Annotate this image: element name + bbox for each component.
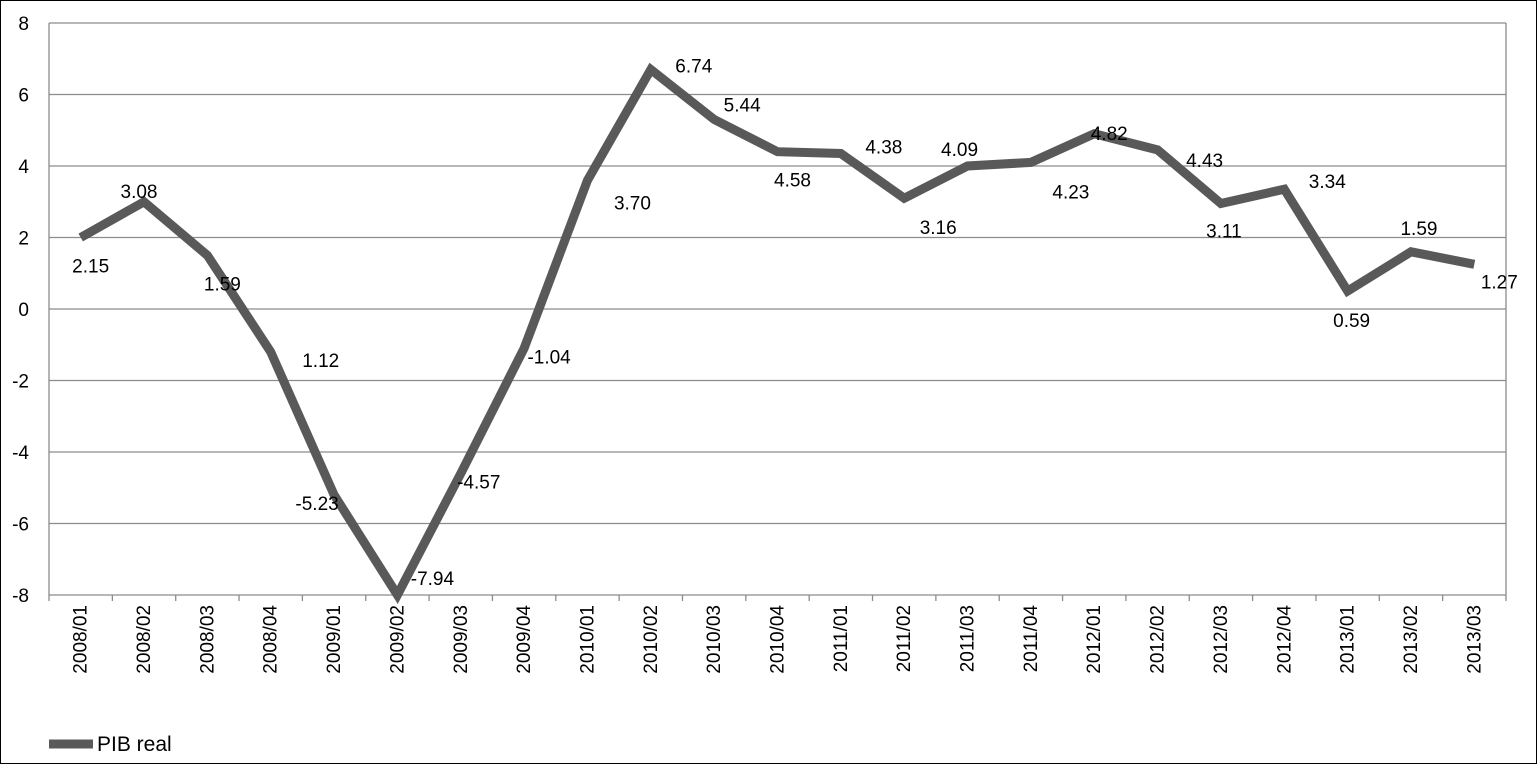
data-label: 3.11: [1206, 222, 1242, 243]
y-tick-label: 2: [18, 229, 29, 250]
x-tick-label: 2012/02: [1148, 605, 1169, 674]
x-tick-label: 2008/01: [71, 605, 92, 674]
x-tick-label: 2013/01: [1338, 605, 1359, 674]
data-label: -5.23: [295, 494, 338, 515]
x-tick-label: 2012/01: [1084, 605, 1105, 674]
data-label: 4.09: [941, 140, 978, 161]
legend: PIB real: [49, 733, 172, 756]
data-label: 1.59: [204, 274, 241, 295]
y-tick-label: 0: [18, 300, 29, 321]
x-tick-label: 2010/03: [704, 605, 725, 674]
x-tick-label: 2013/02: [1401, 605, 1422, 674]
legend-label: PIB real: [97, 733, 172, 756]
x-tick-label: 2010/04: [768, 605, 789, 674]
x-tick-label: 2010/01: [577, 605, 598, 674]
x-tick-label: 2011/03: [958, 605, 979, 672]
data-label: 3.70: [614, 193, 651, 214]
x-tick-label: 2010/02: [641, 605, 662, 674]
y-tick-label: 4: [18, 157, 29, 178]
data-label: 5.44: [724, 96, 761, 117]
y-tick-label: -4: [12, 443, 29, 464]
x-tick-label: 2009/03: [451, 605, 472, 674]
x-tick-label: 2008/04: [261, 605, 282, 674]
y-tick-label: -8: [12, 586, 29, 607]
x-tick-label: 2012/04: [1274, 605, 1295, 674]
y-tick-label: -2: [12, 372, 29, 393]
x-tick-label: 2011/04: [1021, 605, 1042, 673]
data-label: 4.82: [1091, 124, 1128, 145]
data-label: 6.74: [675, 56, 712, 77]
gridlines: [48, 22, 1507, 596]
data-label: 4.38: [865, 137, 902, 158]
data-label: 4.58: [774, 171, 811, 192]
data-label: 2.15: [72, 257, 109, 278]
data-label: 3.34: [1309, 172, 1346, 193]
y-tick-label: 8: [18, 14, 29, 35]
data-label: 3.16: [920, 218, 957, 239]
x-tick-label: 2009/04: [514, 605, 535, 674]
x-tick-label: 2011/02: [894, 605, 915, 672]
data-label: 4.23: [1052, 182, 1089, 203]
data-label: 1.12: [302, 351, 339, 372]
series-layer: [78, 62, 1476, 605]
data-labels: 2.15 3.08 1.59 1.12 -5.23 -7.94 -4.57 -1.04 3.70…: [72, 56, 1518, 590]
data-label: -7.94: [411, 569, 455, 590]
x-tick-label: 2013/03: [1464, 605, 1485, 674]
x-tick-label: 2009/01: [324, 605, 345, 674]
data-label: 0.59: [1333, 311, 1370, 332]
data-label: 1.27: [1481, 272, 1518, 293]
x-tick-label: 2008/03: [197, 605, 218, 674]
y-tick-label: -6: [12, 515, 29, 536]
x-axis: 2008/01 2008/02 2008/03 2008/04 2009/01 2009/…: [48, 595, 1507, 674]
series-line-pib-real: [78, 62, 1476, 605]
data-label: -1.04: [527, 347, 571, 368]
y-tick-label: 6: [18, 86, 29, 107]
y-axis: 8 6 4 2 0 -2 -4 -6 -8: [12, 14, 29, 607]
data-label: 1.59: [1400, 219, 1437, 240]
x-tick-label: 2009/02: [387, 605, 408, 674]
data-label: 3.08: [121, 182, 158, 203]
x-tick-label: 2011/01: [831, 605, 852, 672]
data-label: -4.57: [457, 472, 500, 493]
x-tick-label: 2012/03: [1211, 605, 1232, 674]
x-tick-label: 2008/02: [134, 605, 155, 674]
data-label: 4.43: [1186, 151, 1223, 172]
